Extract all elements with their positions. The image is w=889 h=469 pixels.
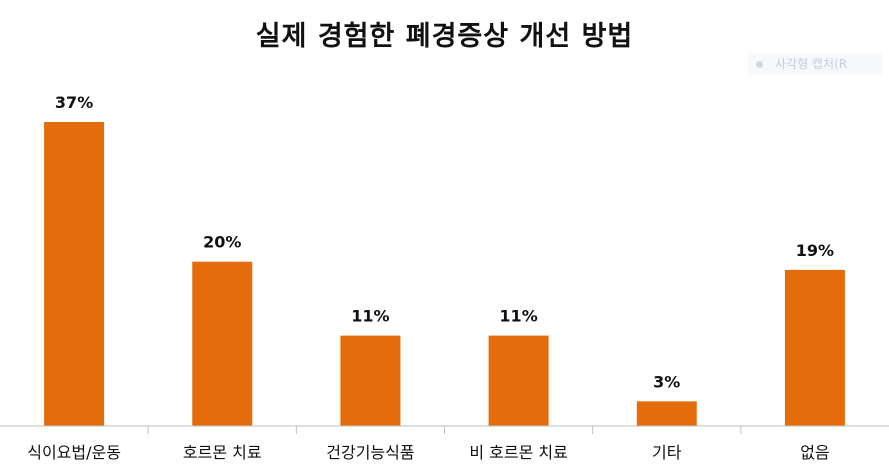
capture-tooltip-label: 사각형 캡처(R [775, 57, 848, 71]
x-axis [0, 425, 889, 434]
labels-group: 37% 식이요법/운동 20% 호르몬 치료 11% 건강기능식품 11% 비 호르몬 치료 3… [27, 93, 834, 462]
bar [636, 401, 697, 426]
data-label: 19% [796, 241, 834, 260]
data-label: 11% [351, 307, 389, 326]
bar [192, 261, 253, 426]
category-label: 건강기능식품 [326, 443, 414, 462]
category-label: 호르몬 치료 [183, 443, 262, 462]
category-label: 식이요법/운동 [27, 443, 121, 462]
data-label: 37% [55, 93, 93, 112]
bar [44, 122, 105, 426]
bars-group [44, 122, 845, 426]
category-label: 비 호르몬 치료 [469, 443, 568, 462]
bar [340, 335, 401, 426]
data-label: 11% [499, 307, 537, 326]
chart-title: 실제 경험한 폐경증상 개선 방법 [255, 21, 634, 52]
bar [784, 269, 845, 426]
bar [488, 335, 549, 426]
category-label: 없음 [800, 443, 829, 462]
data-label: 3% [653, 372, 680, 391]
capture-tooltip: 사각형 캡처(R [748, 53, 882, 75]
data-label: 20% [203, 233, 241, 252]
category-label: 기타 [652, 443, 682, 462]
record-dot-icon [756, 60, 763, 68]
